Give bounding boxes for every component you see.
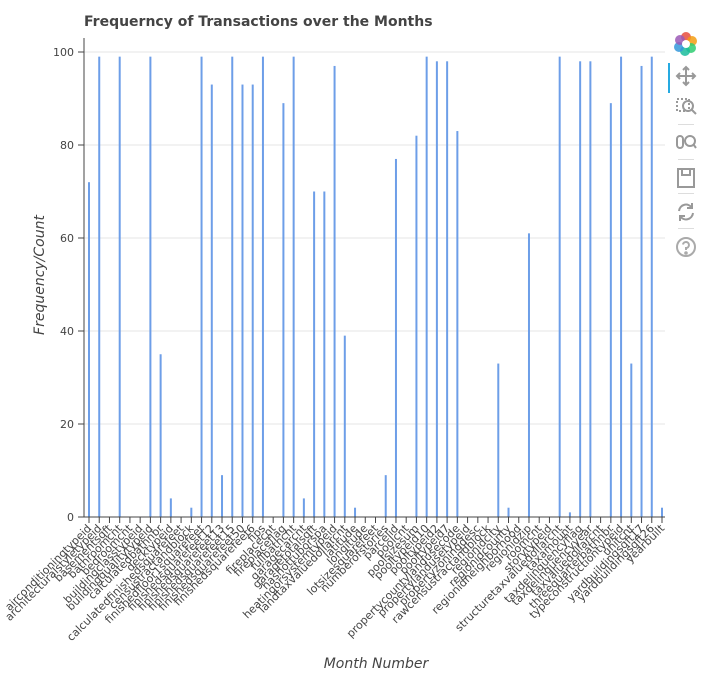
bar [88,182,90,517]
bar [446,61,449,518]
chart-toolbar [668,30,704,270]
bar [394,158,397,517]
bar [609,103,612,518]
bar [343,335,346,517]
bar [579,61,582,518]
bar [620,56,623,518]
bar [507,507,510,517]
bar [261,56,264,518]
bar [118,56,121,518]
y-tick-label: 80 [60,139,74,152]
bar [292,56,295,518]
y-axis: 0 20 40 60 80 100 [53,38,85,524]
y-tick-label: 100 [53,46,74,59]
y-axis-label: Frequency/Count [32,215,48,335]
bar [169,498,172,517]
reset-icon[interactable] [674,200,698,224]
active-tool-indicator [668,63,670,93]
pan-icon[interactable] [674,64,698,88]
bar [149,56,152,518]
y-tick-label: 0 [67,511,74,524]
bokeh-logo-icon[interactable] [674,32,698,56]
box-zoom-icon[interactable] [674,96,698,120]
save-icon[interactable] [674,166,698,190]
x-axis-label: Month Number [324,656,430,672]
bar [650,56,653,518]
bar [640,65,643,517]
bar [313,191,316,517]
bar [415,135,418,517]
bar [159,354,162,517]
wheel-zoom-icon[interactable] [674,130,698,154]
bar [425,56,428,518]
bar [251,84,254,518]
bar [558,56,561,518]
y-tick-label: 40 [60,325,74,338]
chart-title: Frequerncy of Transactions over the Mont… [84,14,433,30]
bar [200,56,203,518]
bars [88,56,663,518]
bar [231,56,234,518]
y-tick-label: 20 [60,418,74,431]
bar [333,65,336,517]
bar [302,498,305,517]
bar [221,475,224,517]
bar [568,512,571,517]
help-icon[interactable] [674,235,698,259]
bar [589,61,592,518]
bar [323,191,326,517]
bar [190,507,193,517]
bar [456,131,459,518]
bar-chart: Frequerncy of Transactions over the Mont… [3,14,665,672]
bar [241,84,244,518]
bar [435,61,438,518]
bar [497,363,500,517]
grid-lines [84,51,665,518]
x-axis: airconditioningtypeidarchitecturalstylet… [3,516,665,644]
y-tick-label: 60 [60,232,74,245]
bar [384,475,387,517]
bar [98,56,101,518]
bar [527,233,530,517]
bar [661,507,663,517]
bar [630,363,633,517]
bar [354,507,357,517]
bar [282,103,285,518]
bar [210,84,213,518]
